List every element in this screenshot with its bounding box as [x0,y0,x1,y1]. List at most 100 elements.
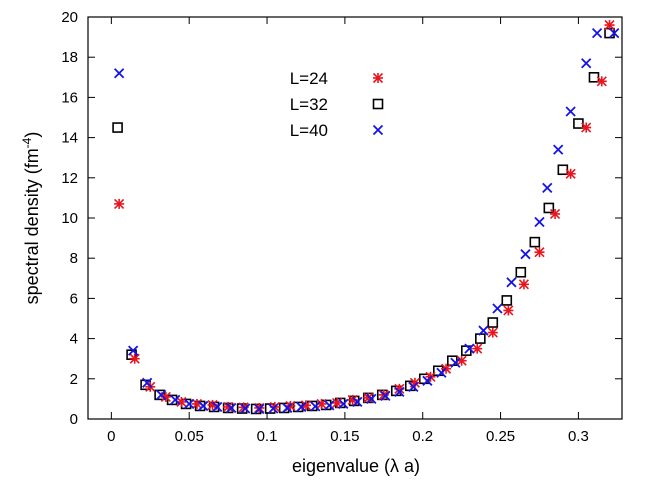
series-L=40 [114,27,620,415]
data-point [129,353,140,364]
data-point [114,68,125,79]
y-tick-label: 16 [61,89,78,106]
data-point [112,122,123,133]
data-point [506,277,517,288]
x-tick-label: 0.05 [175,428,204,445]
data-point [366,393,377,405]
data-point [191,398,203,409]
data-point [534,216,545,228]
data-point [114,198,125,209]
data-point [478,325,489,336]
x-tick-label: 0.3 [568,428,589,445]
legend: L=24 L=32 L=40 [290,69,384,140]
y-tick-label: 18 [61,49,78,66]
y-tick-label: 8 [70,250,78,267]
data-point [170,394,181,406]
data-point [581,122,592,133]
data-point [380,390,391,402]
data-point [236,403,248,414]
data-point [338,398,349,410]
data-point [282,402,293,414]
y-tick-label: 4 [70,331,78,348]
data-point [156,389,167,401]
legend-marker [372,124,384,136]
legend-label: L=32 [290,95,328,114]
y-axis-title-suffix: ) [22,132,42,138]
data-point [501,295,513,306]
y-axis-title-sup: -4 [20,137,34,148]
y-tick-label: 2 [70,371,78,388]
data-point [591,27,603,39]
data-point [515,266,527,278]
data-point [565,106,576,117]
data-point [518,279,529,290]
data-point [316,398,327,409]
data-point [503,305,514,316]
data-point [534,247,545,258]
data-point [475,333,486,344]
data-point [529,236,541,248]
legend-label: L=24 [290,69,328,88]
data-point [581,58,592,69]
data-point [609,27,620,39]
data-point [240,403,251,414]
data-point [296,401,307,413]
legend-marker [372,72,384,84]
data-point [394,386,405,398]
data-point [422,375,433,386]
y-tick-label: 12 [61,170,78,187]
data-point [310,401,321,412]
x-tick-label: 0.15 [330,428,359,445]
y-tick-label: 20 [61,9,78,26]
legend-marker [372,98,384,110]
series-L=24 [114,19,615,414]
legend-label: L=40 [290,121,328,140]
data-point [464,343,475,354]
x-tick-label: 0.2 [412,428,433,445]
data-point [450,357,461,368]
data-point [212,401,223,413]
data-point [553,144,564,155]
data-point [604,19,615,31]
data-point [408,381,419,392]
data-point [542,182,553,193]
y-axis-title-main: spectral density (fm [22,148,42,304]
data-point [472,343,483,354]
x-tick-label: 0.1 [257,428,278,445]
data-point [487,317,499,328]
data-point [324,400,335,411]
data-point [292,401,304,413]
y-tick-label: 0 [70,411,78,428]
data-point [142,377,153,388]
data-point [184,398,195,410]
data-point [352,396,363,408]
data-point [128,345,139,356]
x-tick-label: 0.25 [486,428,515,445]
data-point [492,303,503,314]
data-point [198,400,209,412]
x-axis-title: eigenvalue (λ a) [292,456,420,476]
axis-ticks [88,16,622,420]
data-point [543,202,555,214]
data-point [268,403,279,414]
x-tick-label: 0 [107,428,115,445]
data-point [487,327,498,338]
y-tick-label: 6 [70,290,78,307]
data-point [520,249,531,260]
y-tick-labels: 0 2 4 6 8 10 12 14 16 18 20 [61,9,78,428]
data-markers [112,19,620,415]
data-point [254,403,265,415]
y-tick-label: 10 [61,210,78,227]
data-point [565,168,576,179]
data-point [166,394,178,406]
y-axis-title: spectral density (fm-4) [20,132,42,305]
plot-frame [87,16,623,420]
y-tick-label: 14 [61,130,78,147]
data-point [596,76,607,87]
x-tick-labels: 0 0.05 0.1 0.15 0.2 0.25 0.3 [107,428,589,445]
data-point [436,367,447,378]
data-point [226,402,237,414]
data-point [549,208,561,220]
